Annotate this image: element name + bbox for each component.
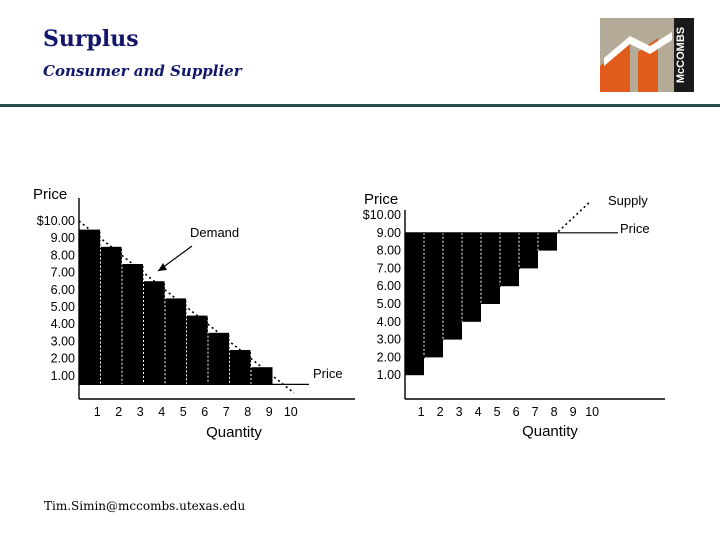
surplus-bar xyxy=(251,367,273,385)
y-tick-label: 3.00 xyxy=(377,333,401,347)
surplus-bar xyxy=(405,232,424,376)
x-tick-label: 6 xyxy=(513,405,520,419)
x-tick-label: 5 xyxy=(494,405,501,419)
x-tick-label: 10 xyxy=(585,405,599,419)
footer-email: Tim.Simin@mccombs.utexas.edu xyxy=(44,499,246,513)
y-tick-label: 5.00 xyxy=(377,297,401,311)
x-axis-title: Quantity xyxy=(206,424,262,441)
x-tick-label: 1 xyxy=(94,405,101,419)
surplus-bar xyxy=(462,232,481,322)
x-tick-label: 6 xyxy=(201,405,208,419)
surplus-bar xyxy=(424,232,443,358)
page-title: Surplus xyxy=(43,26,139,52)
x-tick-label: 3 xyxy=(456,405,463,419)
price-line-label: Price xyxy=(313,366,343,381)
x-tick-label: 7 xyxy=(532,405,539,419)
x-tick-label: 1 xyxy=(418,405,425,419)
y-tick-label: 4.00 xyxy=(51,317,75,331)
surplus-bar xyxy=(143,281,165,385)
curve-line xyxy=(78,220,295,394)
y-tick-label: $10.00 xyxy=(37,214,75,228)
x-tick-label: 7 xyxy=(223,405,230,419)
surplus-bar xyxy=(186,315,208,385)
x-tick-label: 5 xyxy=(180,405,187,419)
y-tick-label: 3.00 xyxy=(51,334,75,348)
y-axis-title: Price xyxy=(33,186,67,203)
y-tick-label: 6.00 xyxy=(51,283,75,297)
y-tick-label: 1.00 xyxy=(51,369,75,383)
price-line-label: Price xyxy=(620,221,650,236)
surplus-bar xyxy=(122,264,144,385)
y-tick-label: 7.00 xyxy=(377,261,401,275)
logo-text: McCOMBS xyxy=(675,27,687,83)
y-tick-label: 7.00 xyxy=(51,266,75,280)
demand-arrowhead xyxy=(158,263,167,271)
x-tick-label: 9 xyxy=(570,405,577,419)
surplus-bar xyxy=(519,232,538,269)
y-tick-label: 6.00 xyxy=(377,279,401,293)
y-tick-label: $10.00 xyxy=(363,208,401,222)
y-tick-label: 9.00 xyxy=(377,226,401,240)
surplus-bar xyxy=(481,232,500,304)
y-tick-label: 5.00 xyxy=(51,300,75,314)
surplus-bar xyxy=(443,232,462,340)
surplus-bar xyxy=(229,350,251,385)
mccombs-logo: McCOMBS xyxy=(600,18,694,92)
x-tick-label: 2 xyxy=(115,405,122,419)
producer-surplus-chart: Price Supply $10.00 9.00 8.00 7.00 6.00 5.00 4.0… xyxy=(363,191,665,440)
y-tick-label: 8.00 xyxy=(377,244,401,258)
surplus-bar xyxy=(500,232,519,287)
page-subtitle: Consumer and Supplier xyxy=(43,62,242,80)
x-tick-label: 3 xyxy=(137,405,144,419)
y-tick-label: 2.00 xyxy=(377,350,401,364)
x-tick-label: 8 xyxy=(551,405,558,419)
curve-label: Supply xyxy=(608,193,648,208)
x-tick-label: 8 xyxy=(244,405,251,419)
x-tick-label: 10 xyxy=(284,405,298,419)
x-tick-label: 9 xyxy=(266,405,273,419)
y-axis-title: Price xyxy=(364,191,398,208)
x-tick-label: 4 xyxy=(158,405,165,419)
consumer-surplus-chart: Price Demand $10.00 9.00 8.00 7.00 6.00 5.00 4.0… xyxy=(33,186,355,441)
surplus-bar xyxy=(208,332,230,385)
x-tick-label: 4 xyxy=(475,405,482,419)
surplus-bar xyxy=(165,298,187,385)
y-tick-label: 9.00 xyxy=(51,231,75,245)
header-divider xyxy=(0,104,720,107)
y-tick-label: 2.00 xyxy=(51,352,75,366)
surplus-bar xyxy=(100,246,122,385)
y-tick-label: 1.00 xyxy=(377,368,401,382)
y-tick-label: 8.00 xyxy=(51,248,75,262)
x-axis-title: Quantity xyxy=(522,423,578,440)
curve-line xyxy=(404,201,590,376)
x-tick-label: 2 xyxy=(437,405,444,419)
surplus-bar xyxy=(79,229,101,385)
curve-label: Demand xyxy=(190,225,239,240)
y-tick-label: 4.00 xyxy=(377,315,401,329)
